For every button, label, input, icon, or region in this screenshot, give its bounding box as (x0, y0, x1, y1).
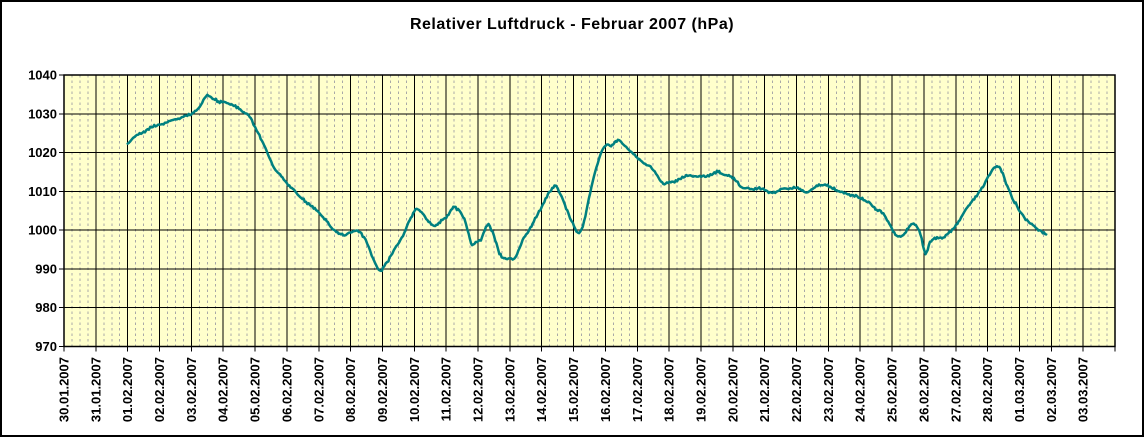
x-axis-label: 06.02.2007 (279, 357, 294, 422)
y-axis-ticks (59, 74, 64, 347)
x-axis-label: 13.02.2007 (502, 357, 517, 422)
x-axis-label: 05.02.2007 (248, 357, 263, 422)
x-axis-label: 12.02.2007 (471, 357, 486, 422)
x-axis-labels: 30.01.2007 31.01.2007 01.02.2007 02.02.2007… (57, 357, 1091, 422)
y-axis-label: 990 (35, 261, 57, 276)
x-axis-label: 18.02.2007 (662, 357, 677, 422)
x-axis-label: 24.02.2007 (853, 357, 868, 422)
x-axis-label: 30.01.2007 (57, 357, 72, 422)
x-axis-label: 23.02.2007 (821, 357, 836, 422)
y-axis-label: 1000 (28, 223, 57, 238)
x-axis-label: 31.01.2007 (88, 357, 103, 422)
x-axis-label: 26.02.2007 (916, 357, 931, 422)
y-axis-labels: 1040 1030 1020 1010 1000 990 980 970 (28, 68, 57, 355)
plot-border (63, 74, 1116, 348)
y-axis-label: 1010 (28, 184, 57, 199)
y-axis-label: 980 (35, 300, 57, 315)
y-axis-label: 970 (35, 339, 57, 354)
y-axis-label: 1020 (28, 145, 57, 160)
x-axis-label: 14.02.2007 (534, 357, 549, 422)
x-axis-label: 07.02.2007 (311, 357, 326, 422)
x-axis-label: 15.02.2007 (566, 357, 581, 422)
x-axis-label: 08.02.2007 (343, 357, 358, 422)
x-axis-label: 27.02.2007 (948, 357, 963, 422)
x-axis-ticks (63, 346, 1116, 352)
pressure-series-line (126, 93, 1048, 273)
chart-title: Relativer Luftdruck - Februar 2007 (hPa) (409, 16, 735, 33)
major-gridlines (95, 75, 1084, 347)
y-axis-label: 1040 (28, 68, 57, 83)
x-axis-label: 09.02.2007 (375, 357, 390, 422)
x-axis-label: 03.02.2007 (184, 357, 199, 422)
x-axis-label: 16.02.2007 (598, 357, 613, 422)
x-axis-label: 10.02.2007 (407, 357, 422, 422)
x-axis-label: 28.02.2007 (980, 357, 995, 422)
x-axis-label: 01.02.2007 (120, 357, 135, 422)
x-axis-label: 21.02.2007 (757, 357, 772, 422)
x-axis-label: 25.02.2007 (885, 357, 900, 422)
x-axis-label: 22.02.2007 (789, 357, 804, 422)
x-axis-label: 02.03.2007 (1044, 357, 1059, 422)
x-axis-label: 01.03.2007 (1012, 357, 1027, 422)
x-axis-label: 04.02.2007 (216, 357, 231, 422)
x-axis-label: 11.02.2007 (439, 357, 454, 421)
minor-gridlines (71, 75, 1108, 347)
x-axis-label: 20.02.2007 (725, 357, 740, 422)
x-axis-label: 02.02.2007 (152, 357, 167, 422)
x-axis-label: 17.02.2007 (630, 357, 645, 422)
x-axis-label: 03.03.2007 (1076, 357, 1091, 422)
y-axis-label: 1030 (28, 106, 57, 121)
x-axis-label: 19.02.2007 (693, 357, 708, 422)
